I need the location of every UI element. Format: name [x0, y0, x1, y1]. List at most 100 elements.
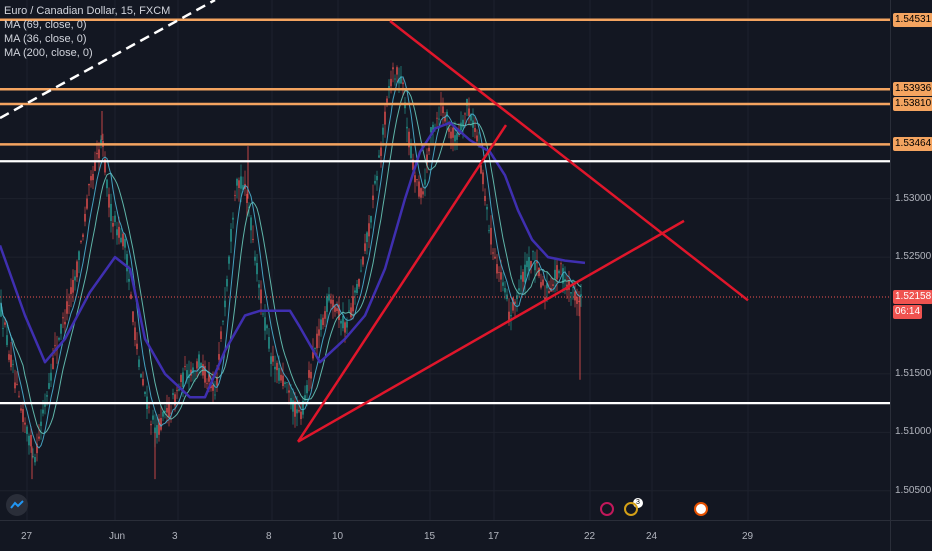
candle-body — [114, 215, 116, 222]
candle-body — [126, 254, 128, 272]
candle-body — [196, 361, 198, 369]
candle — [304, 385, 306, 405]
candle-body — [492, 252, 494, 254]
candle — [538, 267, 540, 279]
symbol-title[interactable]: Euro / Canadian Dollar, 15, FXCM — [4, 5, 171, 17]
candle-body — [218, 354, 220, 360]
candle-body — [392, 67, 394, 70]
candle — [366, 231, 368, 255]
candle — [522, 269, 524, 295]
candle — [60, 323, 62, 341]
candle — [518, 279, 520, 298]
candle-body — [384, 111, 386, 125]
candle-body — [112, 222, 114, 227]
chart-area[interactable]: Euro / Canadian Dollar, 15, FXCM MA (69,… — [0, 0, 890, 520]
price-axis[interactable]: 1.53000 1.52500 1.51500 1.51000 1.50500 1.545… — [890, 0, 932, 520]
candle-body — [378, 155, 380, 158]
price-tick-label: 1.52500 — [895, 251, 932, 263]
candle — [276, 360, 278, 384]
candle-body — [192, 367, 194, 374]
candle-body — [34, 456, 36, 463]
price-tag-level-3: 1.53810 — [893, 97, 932, 111]
candle — [138, 355, 140, 371]
candle-body — [172, 393, 174, 395]
candle — [122, 232, 124, 250]
candle — [418, 175, 420, 199]
candle — [116, 221, 118, 245]
candle — [64, 309, 66, 334]
candle-body — [222, 321, 224, 322]
candle — [86, 194, 88, 211]
candle — [40, 409, 42, 440]
candle-body — [576, 296, 578, 304]
candle — [38, 424, 40, 442]
candle — [288, 381, 290, 405]
candle — [498, 266, 500, 282]
candle-body — [574, 291, 576, 301]
candle — [370, 215, 372, 229]
candle-body — [54, 345, 56, 347]
candle-body — [82, 234, 84, 237]
candle-body — [548, 291, 550, 294]
candle-body — [158, 418, 160, 435]
canada-flag-icon[interactable] — [694, 502, 708, 516]
candle-body — [476, 135, 478, 142]
candle — [332, 294, 334, 319]
candle-body — [368, 223, 370, 237]
candle — [176, 384, 178, 399]
ma-36-label[interactable]: MA (36, close, 0) — [4, 33, 87, 45]
candle-body — [22, 409, 24, 422]
price-tag-current-price: 1.52158 — [893, 290, 932, 305]
candle-body — [454, 135, 456, 142]
tradingview-logo-icon[interactable] — [6, 494, 28, 516]
chart-canvas[interactable] — [0, 0, 890, 520]
candle — [386, 95, 388, 108]
candle — [130, 291, 132, 300]
candle-body — [224, 300, 226, 308]
level-layer — [0, 0, 890, 405]
candle-body — [376, 175, 378, 181]
candle-body — [46, 395, 48, 397]
candle-body — [216, 376, 218, 386]
candle-body — [408, 131, 410, 148]
candle — [222, 319, 224, 326]
ma-200-label[interactable]: MA (200, close, 0) — [4, 47, 93, 59]
candle — [574, 282, 576, 308]
candle-body — [444, 116, 446, 122]
candle — [394, 74, 396, 86]
candle-body — [122, 233, 124, 247]
candle — [352, 285, 354, 320]
candle-body — [106, 179, 108, 189]
candle-body — [90, 176, 92, 181]
candle-body — [184, 366, 186, 367]
candle-body — [286, 382, 288, 384]
candle — [282, 362, 284, 390]
event-marker-icon[interactable] — [624, 502, 638, 516]
ma-69-label[interactable]: MA (69, close, 0) — [4, 19, 87, 31]
candle-body — [240, 176, 242, 189]
candle-body — [152, 415, 154, 420]
candle — [376, 170, 378, 191]
candle-body — [564, 279, 566, 282]
candle — [536, 249, 538, 277]
event-marker-icon[interactable] — [600, 502, 614, 516]
trend-line-top-descending — [389, 20, 749, 302]
candle-body — [144, 391, 146, 394]
candle — [66, 288, 68, 321]
ma-200-line — [0, 121, 586, 399]
candle — [356, 280, 358, 296]
candle — [542, 275, 544, 287]
candle — [136, 332, 138, 355]
candle-body — [6, 335, 8, 345]
candle-body — [2, 327, 4, 329]
candle-body — [514, 301, 516, 304]
candle-body — [296, 409, 298, 414]
candle — [562, 264, 564, 293]
candle-body — [428, 147, 430, 152]
candle-body — [88, 183, 90, 186]
candle-body — [462, 119, 464, 128]
candle — [302, 396, 304, 419]
candle-body — [50, 372, 52, 381]
candle — [558, 269, 560, 278]
time-axis[interactable]: 27 Jun 3 8 10 15 17 22 24 29 — [0, 520, 890, 551]
